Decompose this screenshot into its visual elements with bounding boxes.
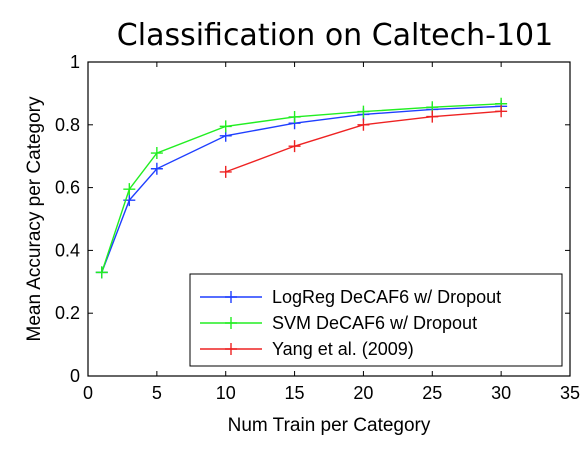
data-point	[288, 140, 301, 153]
data-point	[288, 110, 301, 123]
x-tick-label: 35	[560, 383, 580, 403]
legend-entry-label: Yang et al. (2009)	[272, 339, 414, 359]
data-point	[357, 118, 370, 131]
data-point	[357, 105, 370, 118]
legend-swatch-marker	[225, 343, 237, 355]
x-tick-label: 25	[422, 383, 442, 403]
y-axis-label: Mean Accuracy per Category	[24, 96, 45, 342]
data-point	[495, 105, 508, 118]
x-tick-label: 20	[353, 383, 373, 403]
y-tick-label: 1	[70, 52, 80, 72]
x-tick-label: 10	[216, 383, 236, 403]
data-point	[219, 165, 232, 178]
series-line	[101, 103, 502, 273]
data-point	[95, 266, 108, 279]
x-tick-label: 5	[152, 383, 162, 403]
legend-swatch-marker	[225, 291, 237, 303]
legend-entry-label: SVM DeCAF6 w/ Dropout	[272, 313, 477, 333]
legend-entry-label: LogReg DeCAF6 w/ Dropout	[272, 287, 501, 307]
y-tick-label: 0.2	[55, 303, 80, 323]
y-tick-label: 0.6	[55, 178, 80, 198]
x-tick-label: 15	[285, 383, 305, 403]
y-tick-label: 0	[70, 366, 80, 386]
axis-ticks: 0 5 10 15 20 25 30 35 0 0.2 0.4 0.6 0.8 1	[55, 52, 580, 403]
series-3	[219, 105, 508, 178]
legend: LogReg DeCAF6 w/ Dropout SVM DeCAF6 w/ Dr…	[189, 273, 563, 367]
y-tick-label: 0.8	[55, 115, 80, 135]
data-point	[219, 120, 232, 133]
data-point	[426, 110, 439, 123]
chart-title: Classification on Caltech-101	[117, 18, 553, 53]
data-point	[150, 162, 163, 175]
series-line	[101, 105, 502, 273]
data-point	[123, 183, 136, 196]
x-axis-label: Num Train per Category	[228, 415, 431, 436]
y-tick-label: 0.4	[55, 240, 80, 260]
x-tick-label: 0	[83, 383, 93, 403]
legend-swatch-marker	[225, 317, 237, 329]
legend-box	[189, 273, 563, 367]
data-point	[150, 147, 163, 160]
series-lines	[95, 97, 508, 279]
x-tick-label: 30	[491, 383, 511, 403]
